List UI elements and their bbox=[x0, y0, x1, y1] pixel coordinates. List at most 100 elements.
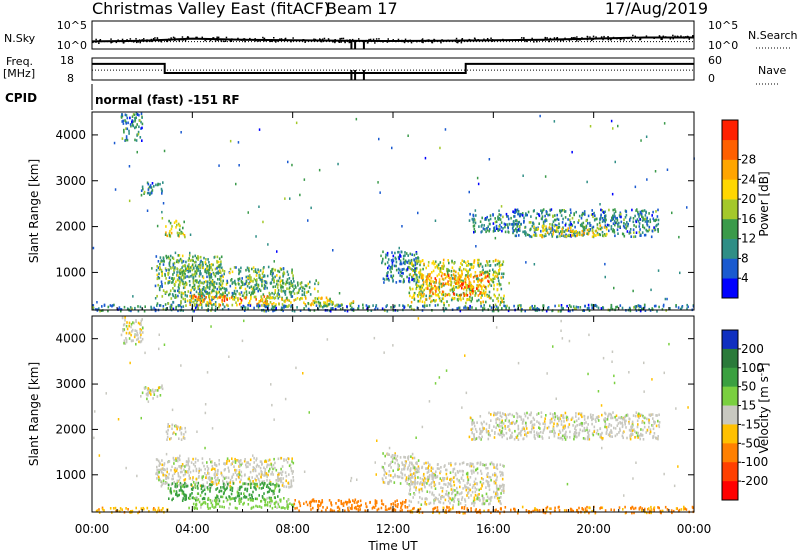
range-cell bbox=[427, 277, 430, 280]
range-cell bbox=[249, 463, 251, 466]
range-cell bbox=[209, 506, 211, 510]
range-cell bbox=[297, 284, 299, 287]
range-cell bbox=[232, 297, 234, 301]
range-cell bbox=[305, 304, 307, 308]
range-cell bbox=[266, 465, 268, 469]
range-cell bbox=[633, 224, 635, 227]
range-cell bbox=[164, 303, 167, 306]
range-cell bbox=[648, 212, 650, 215]
range-cell bbox=[174, 470, 176, 474]
range-cell bbox=[382, 257, 384, 261]
range-cell bbox=[184, 297, 186, 301]
range-cell bbox=[132, 321, 134, 324]
range-cell bbox=[207, 286, 209, 289]
range-cell bbox=[501, 263, 504, 266]
range-cell bbox=[125, 340, 128, 344]
range-cell bbox=[210, 501, 213, 505]
range-cell bbox=[488, 488, 491, 491]
range-cell bbox=[417, 295, 419, 298]
range-cell bbox=[533, 263, 536, 266]
range-cell bbox=[451, 296, 454, 300]
range-cell bbox=[480, 305, 482, 308]
range-cell bbox=[406, 456, 409, 459]
range-cell bbox=[303, 287, 306, 291]
range-cell bbox=[513, 304, 515, 308]
range-cell bbox=[582, 229, 585, 233]
range-cell bbox=[188, 280, 191, 283]
range-cell bbox=[191, 263, 194, 267]
range-cell bbox=[453, 277, 456, 281]
range-cell bbox=[476, 176, 479, 180]
range-cell bbox=[203, 488, 206, 491]
range-cell bbox=[545, 219, 548, 222]
range-cell bbox=[468, 298, 471, 302]
range-cell bbox=[184, 273, 186, 276]
range-cell bbox=[551, 226, 554, 229]
range-cell bbox=[227, 476, 230, 480]
range-cell bbox=[271, 274, 274, 277]
range-cell bbox=[243, 501, 245, 505]
range-cell bbox=[182, 490, 185, 494]
range-cell bbox=[172, 287, 174, 290]
frequency-panel-frame bbox=[91, 57, 695, 81]
range-cell bbox=[448, 491, 450, 495]
range-cell bbox=[128, 165, 131, 168]
range-cell bbox=[655, 210, 657, 213]
range-cell bbox=[503, 489, 505, 493]
range-cell bbox=[260, 296, 263, 299]
range-cell bbox=[233, 497, 235, 500]
range-cell bbox=[402, 254, 405, 258]
range-cell bbox=[403, 467, 406, 471]
nsearch-point bbox=[284, 37, 287, 40]
range-cell bbox=[479, 220, 482, 223]
range-cell bbox=[462, 297, 465, 300]
range-cell bbox=[157, 260, 160, 263]
range-cell bbox=[282, 309, 284, 313]
range-cell bbox=[396, 309, 399, 312]
range-cell bbox=[210, 461, 213, 464]
range-cell bbox=[121, 113, 123, 117]
range-cell bbox=[686, 307, 688, 310]
range-cell bbox=[235, 496, 237, 500]
range-cell bbox=[168, 264, 171, 267]
range-cell bbox=[193, 284, 196, 287]
range-cell bbox=[235, 296, 237, 299]
range-cell bbox=[210, 476, 212, 480]
nsearch-point bbox=[564, 37, 566, 40]
range-cell bbox=[158, 471, 160, 474]
range-cell bbox=[613, 229, 615, 232]
range-cell bbox=[537, 227, 539, 231]
range-cell bbox=[238, 164, 240, 167]
range-cell bbox=[588, 309, 591, 312]
nsearch-point bbox=[502, 38, 504, 41]
range-cell bbox=[656, 310, 658, 313]
range-cell bbox=[177, 254, 180, 257]
range-cell bbox=[415, 273, 417, 277]
range-cell bbox=[218, 271, 221, 274]
range-cell bbox=[465, 269, 468, 273]
range-cell bbox=[497, 499, 500, 503]
range-cell bbox=[198, 293, 200, 297]
range-cell bbox=[608, 229, 610, 233]
range-cell bbox=[120, 309, 122, 313]
range-cell bbox=[385, 274, 388, 278]
range-cell bbox=[521, 214, 524, 217]
range-cell bbox=[217, 264, 220, 267]
range-cell bbox=[197, 481, 200, 485]
range-cell bbox=[192, 259, 194, 263]
range-cell bbox=[160, 386, 163, 389]
range-cell bbox=[413, 485, 415, 489]
range-cell bbox=[405, 252, 408, 255]
range-cell bbox=[389, 463, 391, 466]
range-cell bbox=[234, 293, 237, 296]
range-cell bbox=[386, 304, 388, 307]
range-cell bbox=[201, 294, 203, 298]
range-cell bbox=[632, 220, 635, 224]
range-cell bbox=[274, 289, 277, 292]
range-cell bbox=[349, 507, 352, 510]
range-cell bbox=[269, 293, 271, 296]
range-cell bbox=[644, 309, 647, 312]
range-cell bbox=[348, 498, 350, 502]
range-cell bbox=[292, 461, 295, 465]
nsearch-point bbox=[263, 39, 266, 42]
